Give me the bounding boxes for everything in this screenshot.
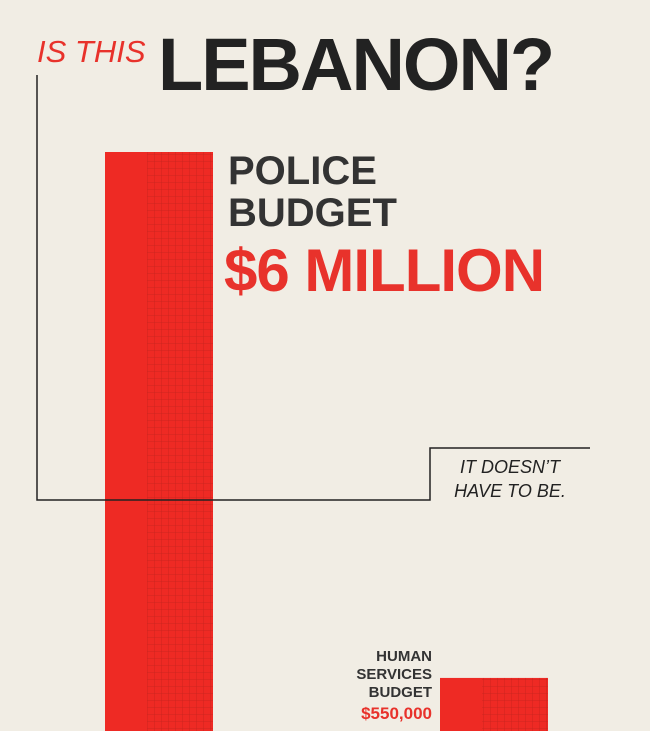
chart-title: LEBANON? — [158, 23, 555, 106]
annotation: IT DOESN’T HAVE TO BE. — [454, 457, 566, 501]
value-label: $550,000 — [361, 704, 432, 723]
bar-texture — [147, 152, 213, 731]
title-lead: IS THIS — [37, 34, 146, 69]
bracket-line — [36, 75, 590, 501]
category-label: POLICE BUDGET — [228, 149, 397, 235]
bar-texture — [482, 677, 548, 731]
value-label: $6 MILLION — [224, 237, 545, 304]
category-label: HUMAN SERVICES BUDGET — [356, 648, 432, 701]
